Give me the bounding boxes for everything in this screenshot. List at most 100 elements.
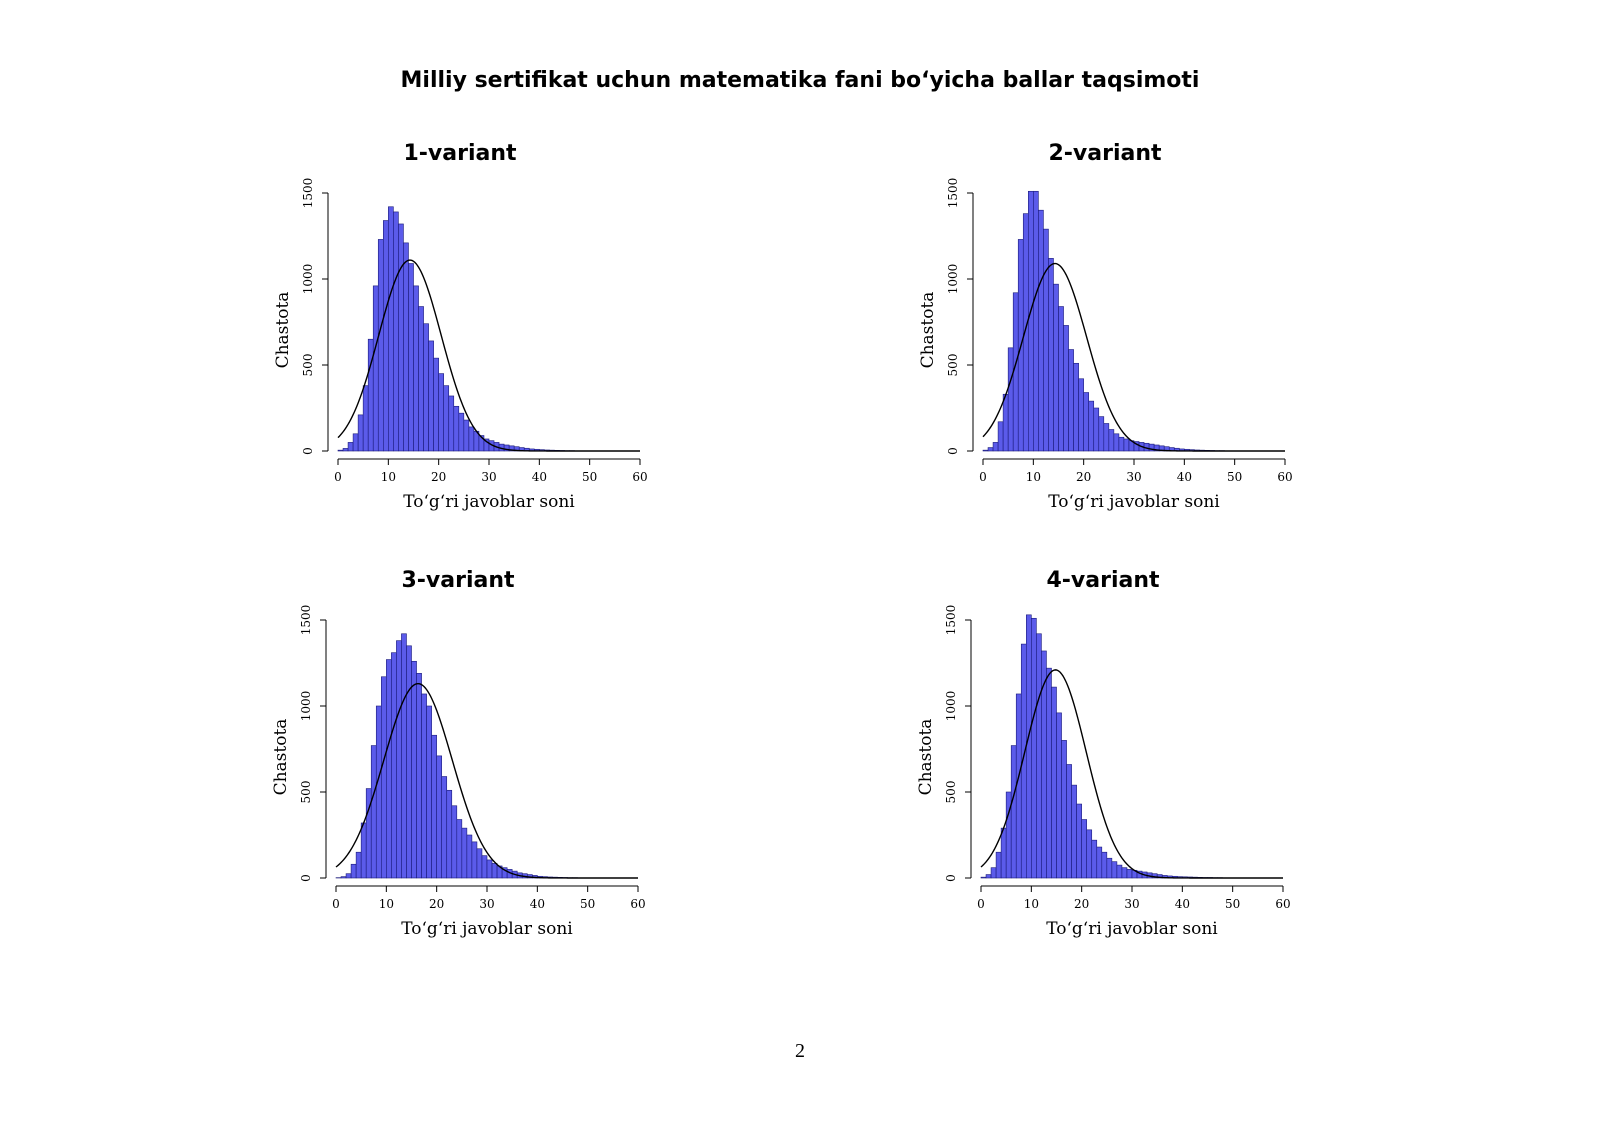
histogram-bar <box>431 734 437 879</box>
histogram-bar <box>1103 423 1110 452</box>
histogram-bar <box>1068 349 1074 452</box>
histogram-bar <box>1096 846 1103 879</box>
histogram-bar <box>386 659 392 879</box>
histogram-bar <box>1048 258 1054 452</box>
y-axis-label: Chastota <box>918 292 938 369</box>
x-axis-label: To‘g‘ri javoblar soni <box>403 492 575 512</box>
y-tick-label: 1500 <box>299 605 313 636</box>
histogram-bar <box>1123 438 1130 452</box>
histogram-panel-4: 4-variant 0 10 20 30 40 50 60 To‘g‘ri javoblar s… <box>913 562 1353 962</box>
histogram-bar <box>456 819 463 879</box>
histogram-bar <box>995 851 1002 879</box>
histogram-bar <box>1046 667 1052 879</box>
x-tick-label: 0 <box>979 470 987 484</box>
histogram-bar <box>1053 283 1059 452</box>
histogram-bar <box>372 285 379 452</box>
panel-title: 4-variant <box>1046 568 1160 593</box>
histogram-bar <box>1086 829 1093 879</box>
histogram-bar <box>370 745 377 879</box>
histogram-bar <box>347 442 354 452</box>
x-tick-label: 30 <box>481 470 496 484</box>
histogram-bar <box>985 874 992 879</box>
x-axis-label: To‘g‘ri javoblar soni <box>1046 919 1218 939</box>
x-tick-label: 60 <box>630 897 645 911</box>
histogram-bar <box>377 239 384 452</box>
histogram-bar <box>1058 306 1064 452</box>
x-tick-label: 20 <box>431 470 446 484</box>
histogram-bar <box>1007 347 1014 452</box>
histogram-bar <box>1081 819 1088 879</box>
histogram-bar <box>418 306 424 452</box>
histogram-bar <box>401 633 407 879</box>
histogram-bar <box>1051 686 1057 879</box>
histogram-bar <box>990 867 997 879</box>
histogram-bar <box>1118 436 1125 452</box>
y-tick-label: 0 <box>301 447 315 455</box>
y-tick-label: 1500 <box>946 178 960 209</box>
histogram-bar <box>468 426 475 452</box>
histogram-bar <box>448 395 455 452</box>
y-tick-label: 500 <box>946 354 960 377</box>
page-title: Milliy sertifikat uchun matematika fani … <box>400 68 1200 93</box>
histogram-bar <box>393 211 399 452</box>
x-tick-label: 10 <box>1024 897 1039 911</box>
histogram-bar <box>1015 693 1022 879</box>
x-axis-label: To‘g‘ri javoblar soni <box>1048 492 1220 512</box>
histogram-bar <box>446 789 453 879</box>
histogram-bar <box>1066 764 1072 879</box>
histogram-bar <box>1026 614 1032 879</box>
x-tick-label: 40 <box>530 897 545 911</box>
panel-title: 2-variant <box>1048 141 1162 166</box>
histogram-chart-1: 1-variant 0 10 20 30 40 50 60 To‘g‘ri javoblar s… <box>273 141 648 512</box>
histogram-bar <box>451 805 458 879</box>
histogram-bar <box>391 652 397 879</box>
histogram-bar <box>362 385 369 452</box>
panel-title: 1-variant <box>403 141 517 166</box>
x-tick-label: 10 <box>379 897 394 911</box>
histogram-bar <box>1043 228 1049 452</box>
x-tick-label: 10 <box>1026 470 1041 484</box>
histogram-bar <box>1101 851 1108 879</box>
x-tick-label: 0 <box>977 897 985 911</box>
histogram-bar <box>438 373 445 452</box>
histogram-bar <box>416 673 422 879</box>
histogram-bar <box>423 323 429 452</box>
histogram-bar <box>403 242 409 452</box>
histogram-bar <box>337 449 344 452</box>
histogram-bar <box>383 220 389 452</box>
x-tick-label: 60 <box>1277 470 1292 484</box>
histogram-bar <box>466 834 473 879</box>
histogram-bar <box>486 859 493 879</box>
x-tick-label: 20 <box>1074 897 1089 911</box>
histogram-bar <box>1088 400 1095 452</box>
y-tick-label: 1000 <box>946 264 960 295</box>
histogram-bar <box>360 822 367 879</box>
histogram-bar <box>388 206 394 452</box>
y-tick-label: 0 <box>946 447 960 455</box>
histogram-bar <box>1113 433 1120 452</box>
x-axis-label: To‘g‘ri javoblar soni <box>401 919 573 939</box>
histogram-bar <box>1061 740 1067 879</box>
normal-density-curve <box>980 669 1283 879</box>
x-tick-label: 60 <box>632 470 647 484</box>
histogram-bar <box>982 449 989 452</box>
histogram-bar <box>433 357 439 452</box>
y-tick-label: 1500 <box>301 178 315 209</box>
histogram-bar <box>443 385 450 452</box>
histogram-bar <box>1083 392 1090 452</box>
y-tick-label: 1500 <box>944 605 958 636</box>
histogram-bar <box>1108 429 1115 452</box>
histogram-bar <box>426 705 432 879</box>
histogram-bar <box>1028 190 1034 452</box>
histogram-bar <box>1010 745 1017 879</box>
x-tick-label: 50 <box>582 470 597 484</box>
histogram-bar <box>980 876 987 879</box>
histogram-bar <box>408 263 414 452</box>
y-tick-label: 1000 <box>299 691 313 722</box>
y-tick-label: 500 <box>944 781 958 804</box>
histogram-bar <box>345 873 352 879</box>
x-tick-label: 50 <box>580 897 595 911</box>
histogram-bar <box>453 405 460 452</box>
histogram-bar <box>381 676 387 879</box>
normal-density-curve <box>982 262 1285 452</box>
